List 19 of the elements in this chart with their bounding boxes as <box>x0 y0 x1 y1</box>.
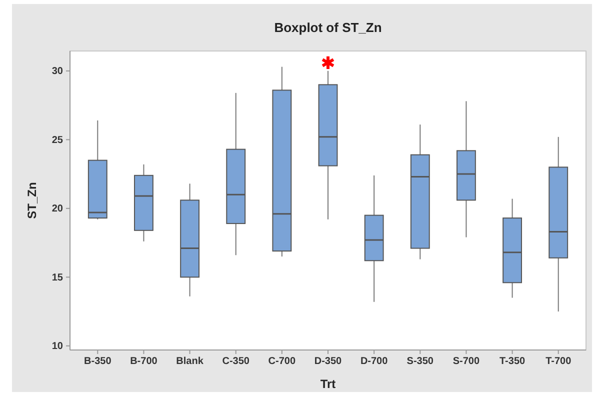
x-tick-label: Blank <box>176 356 204 368</box>
x-tick-label: D-700 <box>360 356 388 368</box>
x-tick-label: C-700 <box>268 356 296 368</box>
y-tick-label: 15 <box>52 272 64 284</box>
x-tick-label: S-700 <box>452 356 480 368</box>
x-tick-label: B-700 <box>130 356 158 368</box>
x-tick-label: S-350 <box>406 356 434 368</box>
y-tick-label: 30 <box>52 66 64 78</box>
x-axis-title: Trt <box>320 377 336 391</box>
chart-title: Boxplot of ST_Zn <box>274 20 382 35</box>
x-tick-label: C-350 <box>222 356 250 368</box>
x-tick-label: T-700 <box>546 356 572 368</box>
x-tick-label: D-350 <box>314 356 342 368</box>
y-tick-label: 20 <box>52 204 64 215</box>
x-tick-label: T-350 <box>499 356 526 368</box>
y-axis-title: ST_Zn <box>25 182 39 219</box>
y-tick-label: 25 <box>52 134 64 146</box>
y-tick-label: 10 <box>52 341 64 352</box>
x-tick-label: B-350 <box>84 356 112 368</box>
